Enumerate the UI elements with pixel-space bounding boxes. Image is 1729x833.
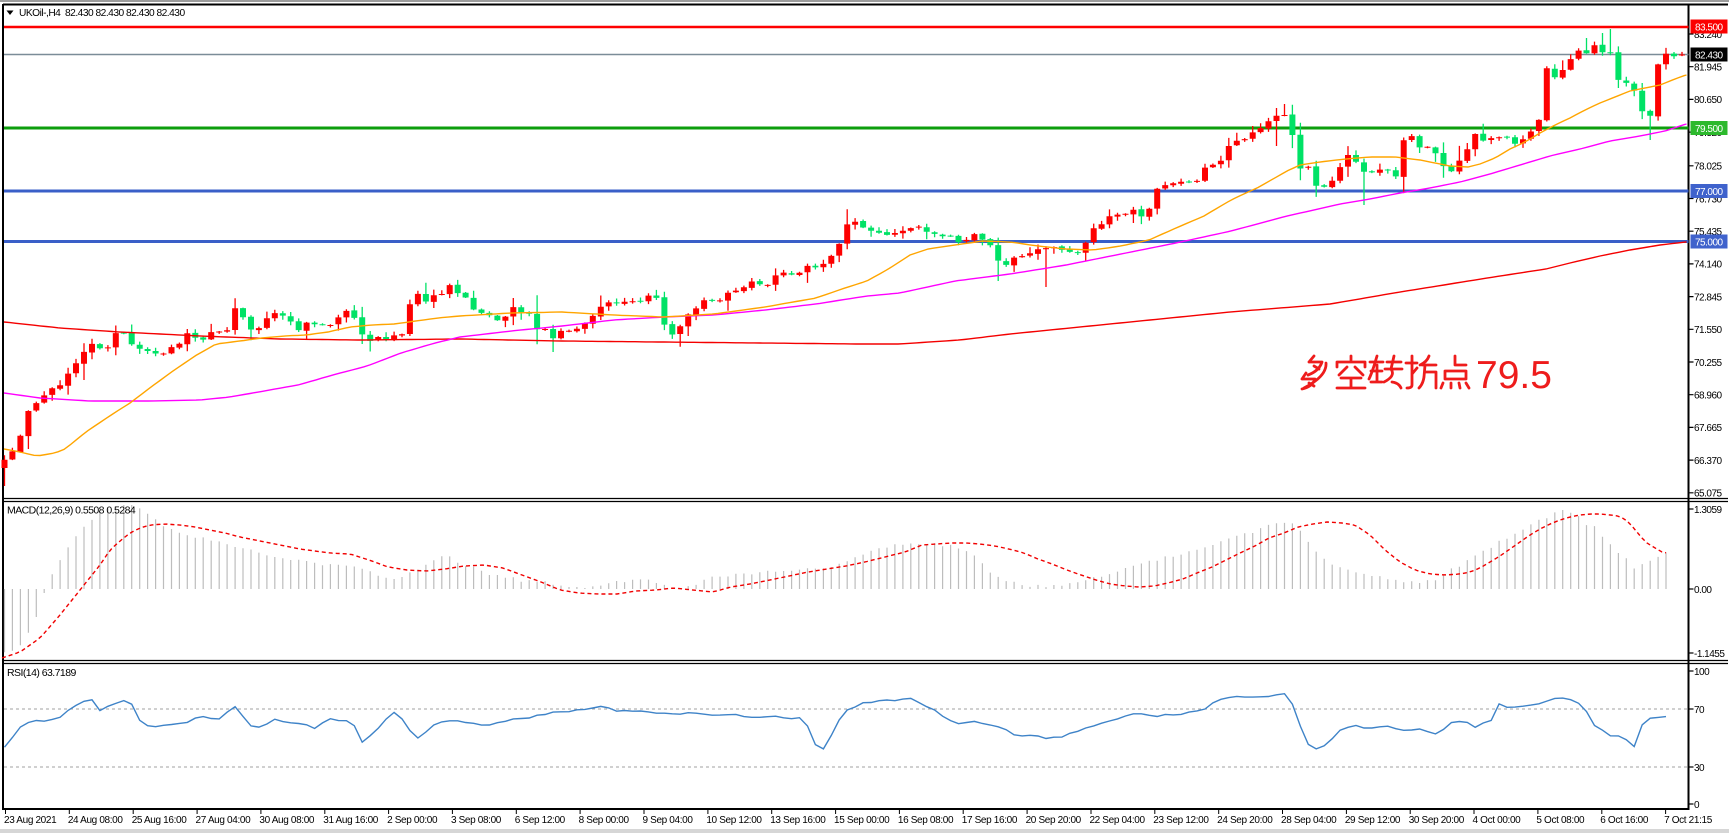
- svg-text:70.255: 70.255: [1694, 358, 1723, 369]
- svg-text:20 Sep 20:00: 20 Sep 20:00: [1026, 815, 1082, 826]
- svg-text:66.370: 66.370: [1694, 456, 1723, 467]
- svg-text:30 Sep 20:00: 30 Sep 20:00: [1409, 815, 1465, 826]
- svg-text:MACD(12,26,9) 0.5508 0.5284: MACD(12,26,9) 0.5508 0.5284: [7, 505, 136, 517]
- svg-text:72.845: 72.845: [1694, 292, 1723, 303]
- svg-text:13 Sep 16:00: 13 Sep 16:00: [770, 815, 826, 826]
- svg-text:30 Aug 08:00: 30 Aug 08:00: [259, 815, 315, 826]
- svg-text:74.140: 74.140: [1694, 260, 1723, 271]
- svg-text:5 Oct 08:00: 5 Oct 08:00: [1536, 815, 1585, 826]
- svg-text:27 Aug 04:00: 27 Aug 04:00: [196, 815, 252, 826]
- svg-text:4 Oct 00:00: 4 Oct 00:00: [1473, 815, 1522, 826]
- svg-text:17 Sep 16:00: 17 Sep 16:00: [962, 815, 1018, 826]
- svg-text:67.665: 67.665: [1694, 423, 1723, 434]
- svg-text:83.500: 83.500: [1695, 23, 1724, 34]
- svg-text:6 Oct 16:00: 6 Oct 16:00: [1600, 815, 1649, 826]
- svg-text:23 Aug 2021: 23 Aug 2021: [4, 815, 57, 826]
- svg-text:9 Sep 04:00: 9 Sep 04:00: [643, 815, 694, 826]
- svg-text:25 Aug 16:00: 25 Aug 16:00: [132, 815, 188, 826]
- svg-text:100: 100: [1694, 667, 1710, 678]
- svg-text:RSI(14) 63.7189: RSI(14) 63.7189: [7, 667, 77, 679]
- svg-text:16 Sep 08:00: 16 Sep 08:00: [898, 815, 954, 826]
- svg-text:65.075: 65.075: [1694, 489, 1723, 500]
- svg-text:0: 0: [1694, 800, 1700, 811]
- svg-text:7 Oct 21:15: 7 Oct 21:15: [1664, 815, 1713, 826]
- svg-text:71.550: 71.550: [1694, 325, 1723, 336]
- svg-text:24 Sep 20:00: 24 Sep 20:00: [1217, 815, 1273, 826]
- svg-text:10 Sep 12:00: 10 Sep 12:00: [706, 815, 762, 826]
- svg-text:82.430: 82.430: [1695, 51, 1724, 62]
- svg-text:29 Sep 12:00: 29 Sep 12:00: [1345, 815, 1401, 826]
- svg-text:1.3059: 1.3059: [1694, 505, 1723, 516]
- svg-text:81.945: 81.945: [1694, 63, 1723, 74]
- svg-text:28 Sep 04:00: 28 Sep 04:00: [1281, 815, 1337, 826]
- svg-text:80.650: 80.650: [1694, 95, 1723, 106]
- svg-text:UKOil-,H4 82.430 82.430 82.43: UKOil-,H4 82.430 82.430 82.430 82.430: [19, 8, 185, 19]
- svg-text:31 Aug 16:00: 31 Aug 16:00: [323, 815, 379, 826]
- svg-text:75.000: 75.000: [1695, 238, 1724, 249]
- svg-text:30: 30: [1694, 763, 1705, 774]
- svg-text:75.435: 75.435: [1694, 227, 1723, 238]
- svg-text:15 Sep 00:00: 15 Sep 00:00: [834, 815, 890, 826]
- svg-text:70: 70: [1694, 705, 1705, 716]
- svg-text:23 Sep 12:00: 23 Sep 12:00: [1153, 815, 1209, 826]
- svg-text:3 Sep 08:00: 3 Sep 08:00: [451, 815, 502, 826]
- svg-text:79.5: 79.5: [1476, 354, 1552, 397]
- svg-text:78.025: 78.025: [1694, 162, 1723, 173]
- svg-text:8 Sep 00:00: 8 Sep 00:00: [579, 815, 630, 826]
- svg-text:68.960: 68.960: [1694, 391, 1723, 402]
- svg-text:76.730: 76.730: [1694, 194, 1723, 205]
- svg-text:77.000: 77.000: [1695, 187, 1724, 198]
- svg-text:79.500: 79.500: [1695, 124, 1724, 135]
- svg-text:-1.1455: -1.1455: [1694, 649, 1725, 660]
- svg-text:6 Sep 12:00: 6 Sep 12:00: [515, 815, 566, 826]
- svg-text:2 Sep 00:00: 2 Sep 00:00: [387, 815, 438, 826]
- svg-text:83.240: 83.240: [1694, 30, 1723, 41]
- svg-text:24 Aug 08:00: 24 Aug 08:00: [68, 815, 124, 826]
- svg-text:0.00: 0.00: [1694, 585, 1712, 596]
- svg-text:22 Sep 04:00: 22 Sep 04:00: [1089, 815, 1145, 826]
